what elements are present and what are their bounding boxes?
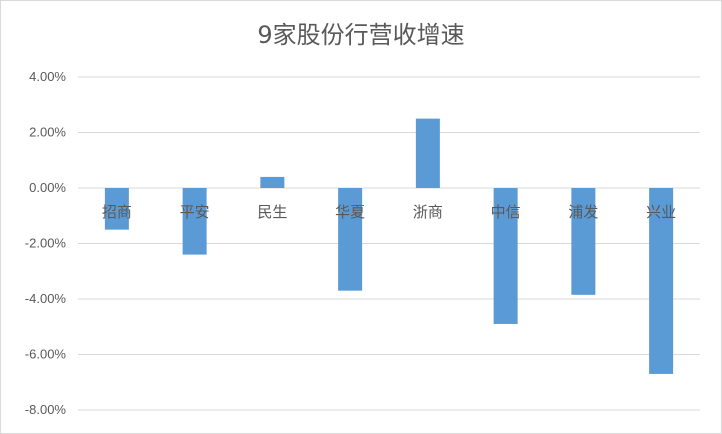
y-tick-label: -2.00% (25, 236, 67, 251)
chart-title: 9家股份行营收增速 (257, 21, 465, 49)
bar-招商 (104, 188, 129, 230)
bar-浦发 (571, 188, 596, 295)
x-category-label: 中信 (491, 203, 521, 221)
bar-中信 (493, 188, 518, 324)
x-category-label: 华夏 (335, 203, 365, 221)
y-tick-label: 0.00% (29, 180, 66, 195)
x-category-label: 兴业 (646, 203, 676, 221)
bar-兴业 (649, 188, 674, 374)
bar-民生 (260, 176, 285, 188)
y-tick-label: 4.00% (29, 69, 66, 84)
x-category-label: 浦发 (568, 203, 598, 221)
x-category-label: 民生 (257, 203, 287, 221)
x-category-label: 浙商 (413, 203, 443, 221)
y-tick-label: -8.00% (25, 402, 67, 417)
bar-浙商 (415, 118, 440, 188)
x-category-label: 招商 (102, 203, 132, 221)
y-tick-label: -4.00% (25, 291, 67, 306)
y-tick-label: -6.00% (25, 347, 67, 362)
bar-华夏 (338, 188, 363, 291)
y-tick-label: 2.00% (29, 125, 66, 140)
bar-平安 (182, 188, 207, 255)
x-category-label: 平安 (180, 203, 210, 221)
